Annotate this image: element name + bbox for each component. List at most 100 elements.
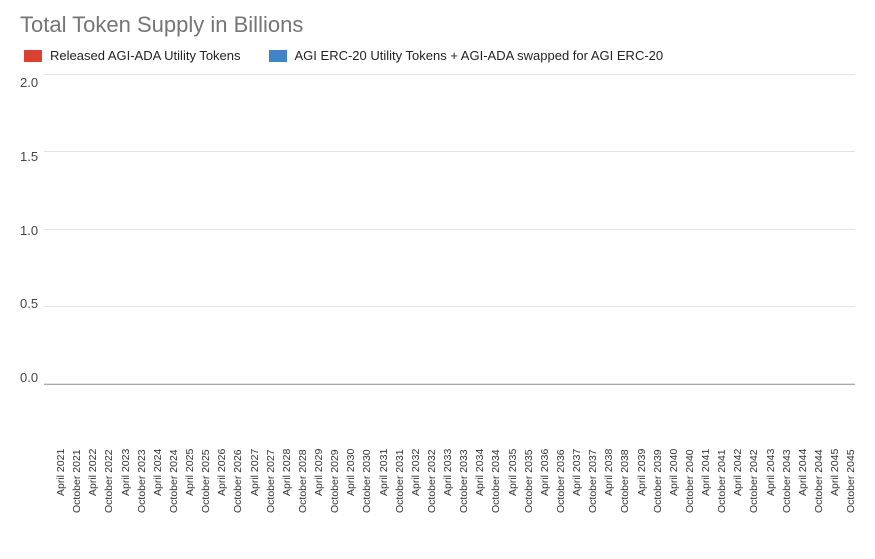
x-tick-label xyxy=(333,449,334,559)
x-tick-label xyxy=(744,449,745,559)
x-tick-label xyxy=(365,449,366,559)
x-tick-label: October 2031 xyxy=(395,449,396,559)
x-tick-label xyxy=(497,449,498,559)
x-tick-label xyxy=(645,449,646,559)
x-tick-label xyxy=(774,449,775,559)
x-tick-label xyxy=(513,449,514,559)
x-tick-label xyxy=(129,449,130,559)
x-tick-label xyxy=(279,449,280,559)
x-tick-label xyxy=(666,449,667,559)
x-tick-label: April 2031 xyxy=(379,449,380,559)
x-tick-label xyxy=(263,449,264,559)
x-tick-label xyxy=(107,449,108,559)
x-tick-label xyxy=(295,449,296,559)
chart: 2.01.51.00.50.0 xyxy=(20,75,855,445)
legend: Released AGI-ADA Utility Tokens AGI ERC-… xyxy=(24,48,855,63)
x-tick-label: April 2042 xyxy=(733,449,734,559)
x-tick-label: April 2044 xyxy=(798,449,799,559)
x-tick-label xyxy=(771,449,772,559)
x-tick-label xyxy=(594,449,595,559)
x-tick-label xyxy=(416,449,417,559)
x-tick-label xyxy=(580,449,581,559)
y-tick-label: 2.0 xyxy=(20,75,38,90)
x-tick-label xyxy=(650,449,651,559)
x-tick-label: October 2021 xyxy=(72,449,73,559)
x-tick-label xyxy=(494,449,495,559)
x-tick-label xyxy=(674,449,675,559)
x-tick-label xyxy=(290,449,291,559)
x-tick-label xyxy=(166,449,167,559)
x-tick-label xyxy=(387,449,388,559)
y-axis: 2.01.51.00.50.0 xyxy=(20,75,44,385)
x-tick-label xyxy=(838,449,839,559)
x-tick-label xyxy=(755,449,756,559)
x-tick-label xyxy=(806,449,807,559)
x-tick-label: October 2037 xyxy=(588,449,589,559)
x-tick-label xyxy=(776,449,777,559)
x-tick-label xyxy=(430,449,431,559)
x-tick-label xyxy=(532,449,533,559)
x-tick-label xyxy=(244,449,245,559)
x-tick-label xyxy=(196,449,197,559)
x-tick-label xyxy=(301,449,302,559)
x-tick-label: October 2023 xyxy=(137,449,138,559)
x-tick-label xyxy=(704,449,705,559)
x-tick-label: April 2023 xyxy=(121,449,122,559)
x-tick-label: April 2040 xyxy=(669,449,670,559)
x-tick-label xyxy=(274,449,275,559)
legend-swatch-blue xyxy=(269,50,287,62)
x-tick-label xyxy=(99,449,100,559)
x-tick-label xyxy=(825,449,826,559)
x-tick-label xyxy=(293,449,294,559)
x-tick-label xyxy=(792,449,793,559)
x-tick-label xyxy=(258,449,259,559)
x-tick-label xyxy=(405,449,406,559)
x-tick-label: October 2026 xyxy=(233,449,234,559)
x-tick-label xyxy=(728,449,729,559)
x-tick-label xyxy=(204,449,205,559)
x-tick-label xyxy=(626,449,627,559)
x-tick-label xyxy=(736,449,737,559)
x-tick-label: October 2044 xyxy=(814,449,815,559)
x-tick-label xyxy=(110,449,111,559)
x-tick-label xyxy=(161,449,162,559)
x-tick-label: April 2045 xyxy=(830,449,831,559)
x-tick-label xyxy=(607,449,608,559)
x-tick-label xyxy=(663,449,664,559)
x-tick-label xyxy=(373,449,374,559)
x-tick-label xyxy=(481,449,482,559)
x-tick-label xyxy=(451,449,452,559)
x-tick-label xyxy=(502,449,503,559)
x-tick-label xyxy=(564,449,565,559)
x-tick-label: April 2032 xyxy=(411,449,412,559)
x-tick-label xyxy=(677,449,678,559)
x-tick-label: October 2028 xyxy=(298,449,299,559)
x-tick-label xyxy=(188,449,189,559)
x-tick-label xyxy=(309,449,310,559)
x-tick-label: October 2045 xyxy=(846,449,847,559)
x-tick-label: April 2028 xyxy=(282,449,283,559)
x-tick-label xyxy=(255,449,256,559)
x-tick-label xyxy=(207,449,208,559)
x-tick-label xyxy=(849,449,850,559)
x-tick-label xyxy=(795,449,796,559)
x-tick-label xyxy=(78,449,79,559)
x-tick-label: October 2042 xyxy=(749,449,750,559)
x-tick-label xyxy=(158,449,159,559)
x-tick-label: April 2043 xyxy=(766,449,767,559)
y-tick-label: 0.5 xyxy=(20,296,38,311)
x-tick-label xyxy=(239,449,240,559)
x-tick-label: October 2036 xyxy=(556,449,557,559)
x-tick-label: April 2036 xyxy=(540,449,541,559)
x-tick-label xyxy=(534,449,535,559)
x-tick-label xyxy=(212,449,213,559)
x-tick-label xyxy=(752,449,753,559)
x-tick-label xyxy=(422,449,423,559)
x-tick-label: April 2029 xyxy=(314,449,315,559)
x-tick-label xyxy=(642,449,643,559)
x-tick-label xyxy=(720,449,721,559)
x-tick-label xyxy=(454,449,455,559)
x-tick-label xyxy=(220,449,221,559)
bars xyxy=(44,75,855,384)
x-tick-label xyxy=(118,449,119,559)
